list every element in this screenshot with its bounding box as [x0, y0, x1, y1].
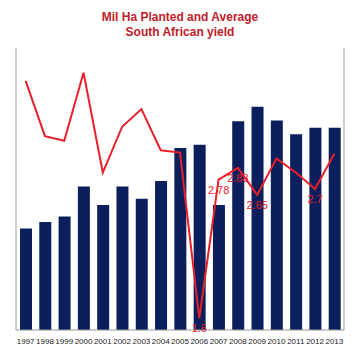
svg-text:1.6: 1.6 [192, 322, 207, 334]
svg-text:2010: 2010 [268, 337, 286, 346]
svg-text:2.78: 2.78 [208, 184, 229, 196]
svg-text:2001: 2001 [94, 337, 112, 346]
svg-text:2006: 2006 [190, 337, 208, 346]
svg-text:2002: 2002 [113, 337, 131, 346]
svg-text:2.88: 2.88 [227, 172, 248, 184]
svg-text:2013: 2013 [325, 337, 343, 346]
svg-text:1997: 1997 [17, 337, 35, 346]
svg-text:2008: 2008 [229, 337, 247, 346]
svg-text:2004: 2004 [152, 337, 170, 346]
svg-text:2005: 2005 [171, 337, 189, 346]
svg-text:2003: 2003 [133, 337, 151, 346]
svg-text:2012: 2012 [306, 337, 324, 346]
svg-text:2007: 2007 [210, 337, 228, 346]
svg-text:2.7: 2.7 [307, 193, 322, 205]
svg-text:1999: 1999 [55, 337, 73, 346]
html-text:Mil Ha Planted and Average Sou: Mil Ha Planted and Average South African… [101, 10, 259, 39]
svg-text:2.65: 2.65 [246, 199, 267, 211]
svg-text:1998: 1998 [36, 337, 54, 346]
svg-text:2011: 2011 [287, 337, 305, 346]
svg-text:2000: 2000 [75, 337, 93, 346]
svg-text:2009: 2009 [248, 337, 266, 346]
